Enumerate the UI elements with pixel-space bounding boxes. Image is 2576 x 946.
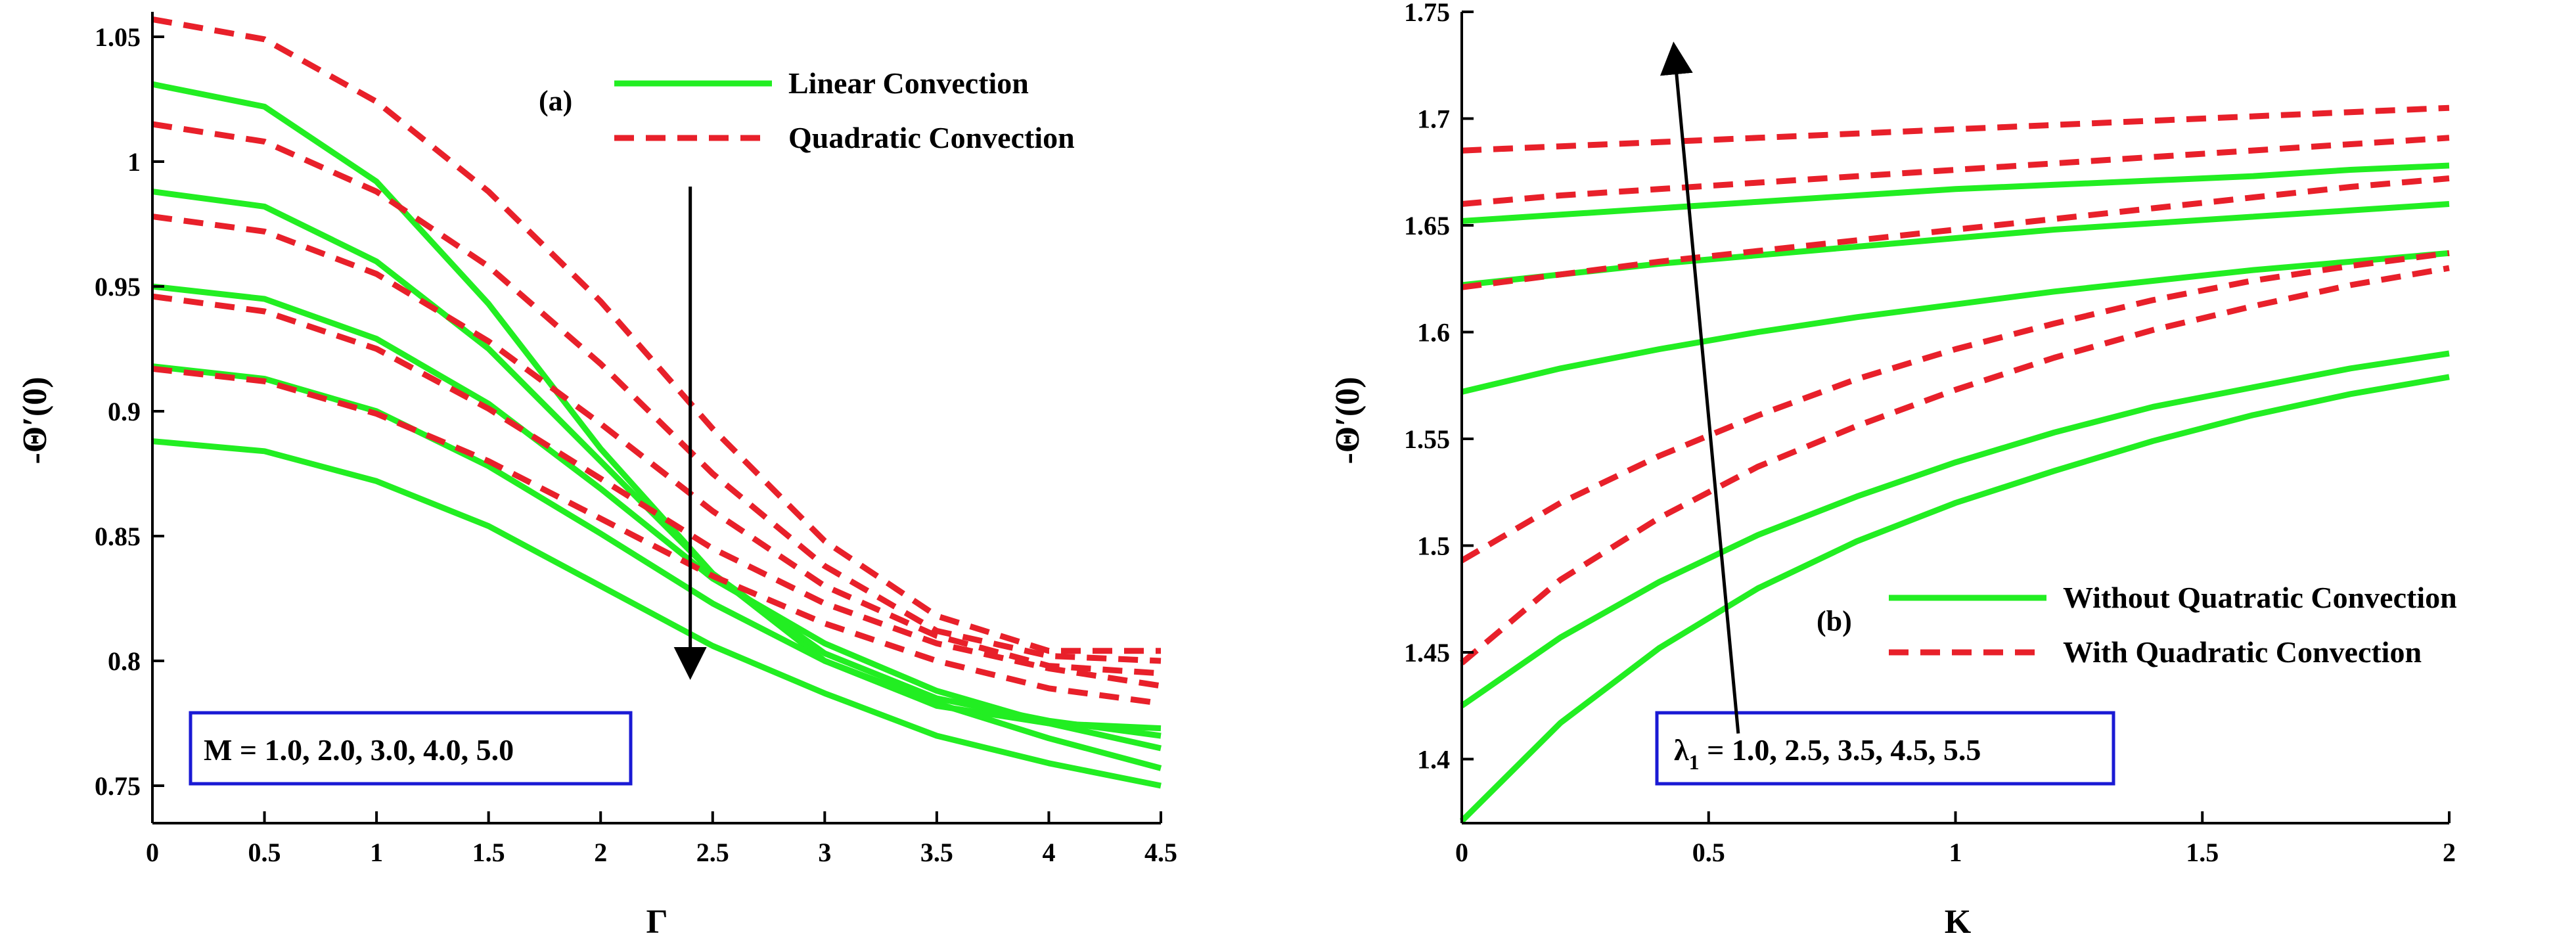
panel-a-x-tick-label: 4.5: [1144, 838, 1177, 867]
panel-b-x-tick-label: 1: [1949, 838, 1962, 867]
panel-b-series-line-dashed-6: [1460, 250, 2450, 564]
panel-a-series-line-dashed-9: [152, 365, 1162, 707]
panel-b-y-tick-label: 1.7: [1417, 104, 1450, 134]
panel-b-trend-arrow: [1660, 41, 1740, 734]
panel-a-chart: 0 0.5 1 1.5 2 2.5 3 3.5 4 4.5 0.75 0.8 0.85 0.9 0.95 1 1…: [16, 12, 1177, 941]
panel-b-x-tick-label: 2: [2443, 838, 2456, 867]
panel-a-x-tick-label: 3.5: [920, 838, 953, 867]
panel-a-parameter-text: M = 1.0, 2.0, 3.0, 4.0, 5.0: [204, 733, 514, 767]
panel-b-x-axis-label: K: [1945, 903, 1972, 941]
panel-b-x-tick-label: 0.5: [1692, 838, 1725, 867]
panel-b-series-line-dashed-8: [1461, 135, 2450, 207]
panel-a-label: (a): [539, 85, 572, 117]
panel-a-series-line-solid-3: [152, 363, 1162, 771]
panel-b-y-axis-label: -Θ′(0): [1329, 376, 1367, 464]
panel-a-x-tick-label: 2: [594, 838, 607, 867]
panel-a-series-line-solid-0: [152, 81, 1162, 732]
panel-b-series-group: [1459, 104, 2450, 823]
panel-b-chart: 0 0.5 1 1.5 21.41.451.51.551.61.651.71.75 K …: [1329, 0, 2457, 941]
panel-a-series-line-dashed-6: [152, 121, 1162, 664]
panel-a-axes: [151, 12, 1162, 824]
panel-b-parameter-text: λ1 = 1.0, 2.5, 3.5, 4.5, 5.5: [1674, 733, 1981, 774]
panel-b-y-tick-label: 1.4: [1417, 745, 1450, 775]
panel-b-y-tick-label: 1.55: [1404, 424, 1450, 454]
panel-a-y-tick-label: 0.75: [95, 771, 141, 801]
panel-a-series-line-dashed-5: [152, 16, 1161, 654]
panel-b-x-tick-label: 1.5: [2186, 838, 2219, 867]
panel-b-y-tick-label: 1.75: [1404, 0, 1450, 27]
panel-b-parameter-box: [1655, 711, 2115, 786]
panel-a-y-tick-label: 1.05: [95, 22, 141, 52]
panel-a-x-tick-label: 2.5: [696, 838, 729, 867]
panel-a-x-tick-label: 0: [146, 838, 159, 867]
panel-b-parameter-symbol: λ: [1674, 733, 1689, 767]
panel-b-series-line-dashed-7: [1461, 175, 2450, 290]
panel-a-legend-linear: Linear Convection: [788, 66, 1029, 100]
panel-b-y-tick-label: 1.5: [1417, 531, 1450, 561]
panel-a-x-tick-label: 1: [370, 838, 383, 867]
panel-a-tick-labels: 0 0.5 1 1.5 2 2.5 3 3.5 4 4.5 0.75 0.8 0.85 0.9 0.95 1 1…: [95, 22, 1177, 867]
panel-a-y-axis-label: -Θ′(0): [16, 376, 54, 464]
panel-a-x-tick-label: 4: [1042, 838, 1055, 867]
panel-b-parameter-subscript: 1: [1689, 750, 1700, 774]
panel-a-series-line-dashed-7: [152, 214, 1162, 677]
panel-a-series-group: [152, 16, 1162, 789]
panel-a-x-tick-label: 0.5: [248, 838, 281, 867]
panel-b-x-tick-label: 0: [1455, 838, 1468, 867]
panel-b-series-line-solid-2: [1460, 250, 2450, 395]
panel-a-y-tick-label: 0.85: [95, 522, 141, 551]
panel-b-tick-labels: 0 0.5 1 1.5 2 1.4 1.45 1.5 1.55 1.6 1.65 1.7 1.75: [1404, 0, 2456, 867]
panel-b-y-tick-label: 1.45: [1404, 638, 1450, 667]
panel-a-x-tick-label: 3: [818, 838, 831, 867]
panel-b-series-line-dashed-5: [1460, 265, 2450, 665]
panel-b-legend-without: Without Quatratic Convection: [2063, 581, 2457, 614]
panel-a-series-line-dashed-8: [152, 293, 1162, 689]
panel-b-legend-with: With Quadratic Convection: [2063, 635, 2422, 669]
panel-a-x-tick-label: 1.5: [472, 838, 505, 867]
panel-a-legend-quadratic: Quadratic Convection: [788, 121, 1075, 154]
panel-b-axes: [1460, 11, 2451, 824]
panel-b-series-line-solid-0: [1459, 374, 2450, 823]
panel-a-y-tick-label: 0.8: [108, 646, 141, 676]
panel-b-series-line-solid-4: [1461, 162, 2450, 224]
panel-a-y-tick-label: 0.9: [108, 397, 141, 426]
panel-a-x-axis-label: Γ: [646, 903, 667, 941]
panel-b-label: (b): [1817, 605, 1852, 637]
panel-a-parameter-box: [189, 711, 633, 786]
panel-b-series-line-solid-1: [1460, 350, 2450, 709]
panel-a-legend: Linear Convection Quadratic Convection: [614, 66, 1075, 154]
panel-a-y-tick-label: 0.95: [95, 272, 141, 302]
panel-a-y-tick-label: 1: [127, 147, 141, 177]
panel-b-legend: Without Quatratic Convection With Quadra…: [1889, 581, 2457, 669]
panel-a-series-line-solid-4: [152, 438, 1162, 789]
panel-b-parameter-values: = 1.0, 2.5, 3.5, 4.5, 5.5: [1700, 733, 1981, 767]
panel-b-y-tick-label: 1.6: [1417, 318, 1450, 348]
panel-a-series-line-solid-2: [152, 283, 1162, 752]
panel-b-y-tick-label: 1.65: [1404, 211, 1450, 240]
panel-b-series-line-dashed-9: [1461, 104, 2450, 154]
